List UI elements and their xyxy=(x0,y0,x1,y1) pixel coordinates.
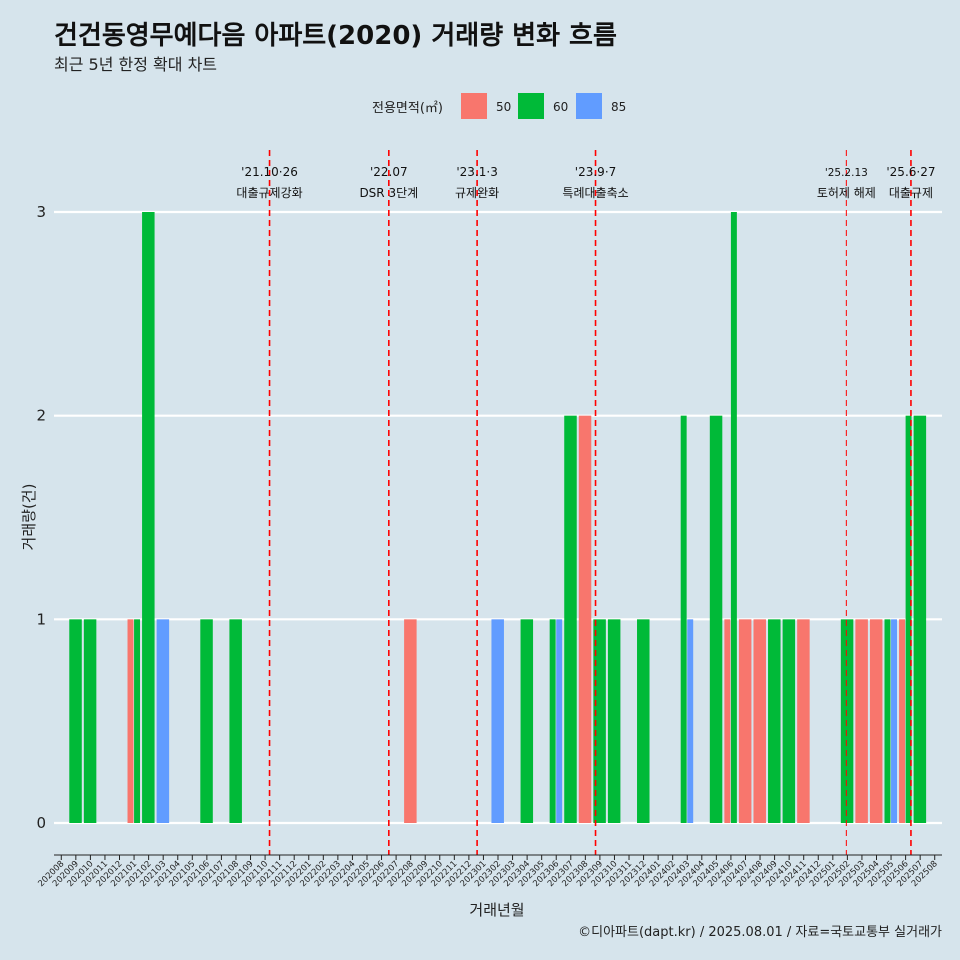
bar-60-202108 xyxy=(229,619,242,823)
y-tick-label: 2 xyxy=(36,407,46,425)
bar-50-202506 xyxy=(899,619,906,823)
bar-85-202103 xyxy=(156,619,170,823)
bar-60-202309 xyxy=(593,619,606,823)
bar-50-202408 xyxy=(753,619,766,823)
bar-60-202406 xyxy=(730,212,737,823)
annotation-date: '21.10·26 xyxy=(241,165,298,179)
legend-label-85: 85 xyxy=(611,100,626,114)
legend-title: 전용면적(㎡) xyxy=(372,101,443,116)
bar-60-202009 xyxy=(69,619,82,823)
y-tick-label: 0 xyxy=(36,814,46,832)
annotation-date: '25.6·27 xyxy=(886,165,935,179)
y-axis-ticks: 0 1 2 3 xyxy=(36,203,46,832)
bar-60-202307 xyxy=(564,415,577,823)
annotation-label: 대출규제강화 xyxy=(236,186,302,200)
bar-85-202403 xyxy=(687,619,694,823)
bar-50-202406 xyxy=(724,619,731,823)
annotation-label: 규제완화 xyxy=(455,186,499,200)
y-tick-label: 3 xyxy=(36,203,46,221)
bar-50-202308 xyxy=(578,415,592,823)
bar-50-202407 xyxy=(738,619,752,823)
annotation-label: 특례대출축소 xyxy=(562,186,628,200)
bar-60-202506 xyxy=(905,415,912,823)
bar-85-202302 xyxy=(491,619,504,823)
bar-50-202504 xyxy=(869,619,883,823)
legend-swatch-85 xyxy=(576,93,602,119)
bar-85-202306 xyxy=(556,619,563,823)
legend-swatch-50 xyxy=(461,93,487,119)
bar-60-202106 xyxy=(200,619,213,823)
annotation-date: '23.1·3 xyxy=(456,165,497,179)
bar-60-202502 xyxy=(840,619,854,823)
chart-title: 건건동영무예다음 아파트(2020) 거래량 변화 흐름 xyxy=(54,21,617,51)
annotation-label: 토허제 해제 xyxy=(817,186,876,200)
x-axis-label: 거래년월 xyxy=(469,901,524,919)
bar-85-202505 xyxy=(891,619,897,823)
legend: 전용면적(㎡) 50 60 85 xyxy=(372,93,626,119)
bar-60-202102 xyxy=(142,212,155,823)
x-axis: 2020082020092020102020112020122021012021… xyxy=(36,854,942,889)
bar-60-202507 xyxy=(913,415,927,823)
bar-60-202410 xyxy=(782,619,796,823)
bars xyxy=(69,212,927,823)
y-axis-label: 거래량(건) xyxy=(20,484,38,551)
annotation-date: '22.07 xyxy=(370,165,408,179)
bar-50-202101 xyxy=(127,619,134,823)
y-tick-label: 1 xyxy=(36,610,46,628)
bar-60-202306 xyxy=(549,619,556,823)
annotation-label: 대출규제 xyxy=(889,186,933,200)
bar-60-202310 xyxy=(607,619,621,823)
legend-label-50: 50 xyxy=(496,100,511,114)
bar-50-202411 xyxy=(797,619,810,823)
bar-60-202405 xyxy=(709,415,723,823)
bar-50-202208 xyxy=(404,619,417,823)
bar-60-202505 xyxy=(884,619,891,823)
legend-swatch-60 xyxy=(518,93,544,119)
bar-60-202304 xyxy=(520,619,534,823)
bar-60-202409 xyxy=(768,619,781,823)
annotation-date: '25.2.13 xyxy=(825,167,868,179)
annotation-date: '23.9·7 xyxy=(575,165,616,179)
annotation-label: DSR 3단계 xyxy=(359,186,418,200)
legend-label-60: 60 xyxy=(553,100,568,114)
annotations: '21.10·26 대출규제강화 '22.07 DSR 3단계 '23.1·3 규제완화 '… xyxy=(236,150,935,855)
bar-60-202010 xyxy=(83,619,97,823)
bar-60-202403 xyxy=(680,415,687,823)
bar-50-202503 xyxy=(855,619,868,823)
bar-60-202312 xyxy=(637,619,650,823)
bar-60-202101 xyxy=(134,619,141,823)
chart-subtitle: 최근 5년 한정 확대 차트 xyxy=(54,55,217,74)
caption: ©디아파트(dapt.kr) / 2025.08.01 / 자료=국토교통부 실… xyxy=(578,925,942,940)
